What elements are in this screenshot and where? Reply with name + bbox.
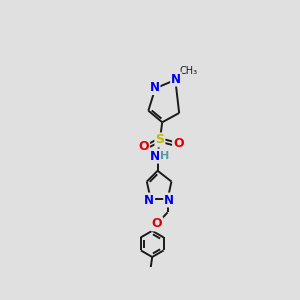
Text: CH₃: CH₃ (179, 66, 197, 76)
Text: N: N (150, 150, 160, 163)
Text: H: H (160, 151, 169, 161)
Text: O: O (138, 140, 149, 153)
Text: N: N (149, 81, 160, 94)
Text: S: S (155, 134, 164, 146)
Text: N: N (171, 73, 181, 85)
Text: O: O (173, 137, 184, 150)
Text: N: N (144, 194, 154, 206)
Text: N: N (164, 194, 174, 206)
Text: O: O (152, 218, 162, 230)
